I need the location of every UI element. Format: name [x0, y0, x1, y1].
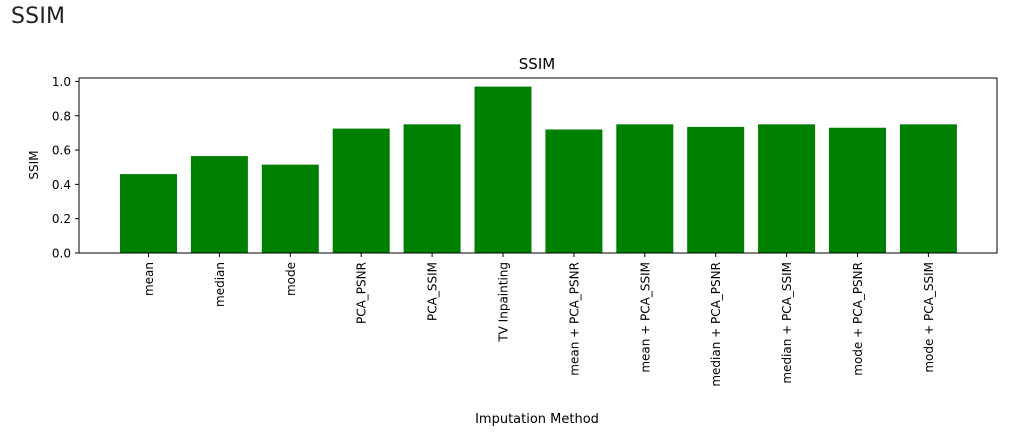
y-tick-label: 0.8	[52, 109, 71, 123]
y-axis-label: SSIM	[27, 150, 41, 179]
bar	[758, 124, 816, 253]
x-tick-label: mean + PCA_SSIM	[638, 262, 652, 373]
axes-frame	[78, 77, 998, 254]
y-tick-label: 0.6	[52, 144, 71, 158]
x-tick-label: median + PCA_PSNR	[709, 262, 723, 387]
x-tick-label: mean	[142, 262, 156, 296]
x-tick-label: mode + PCA_SSIM	[922, 262, 936, 373]
x-tick-label: median	[213, 262, 227, 307]
x-tick-label: mean + PCA_PSNR	[567, 262, 581, 376]
chart-title: SSIM	[519, 55, 555, 73]
x-tick-label: median + PCA_SSIM	[780, 262, 794, 384]
x-tick-label: mode	[284, 262, 298, 296]
y-tick-label: 0.2	[52, 212, 71, 226]
bar	[403, 124, 461, 253]
bar	[474, 86, 532, 253]
x-tick-label: mode + PCA_PSNR	[851, 262, 865, 376]
bar	[120, 174, 177, 253]
x-tick-label: TV Inpainting	[497, 262, 511, 343]
x-tick-label: PCA_PSNR	[355, 262, 369, 324]
y-tick-label: 0.0	[52, 247, 71, 261]
y-tick-label: 0.4	[52, 178, 71, 192]
bar	[687, 126, 745, 253]
bar	[190, 156, 248, 253]
bar	[829, 127, 886, 253]
bar	[899, 124, 957, 253]
bar	[545, 129, 603, 253]
bar	[261, 164, 319, 253]
page-heading: SSIM	[11, 4, 66, 29]
bar	[332, 128, 390, 253]
plot-area: 0.0 0.2 0.4 0.6 0.8 1.0 mean median mode PCA_PSNR…	[52, 75, 998, 387]
x-tick-label: PCA_SSIM	[426, 262, 440, 321]
bar	[616, 124, 674, 253]
y-tick-label: 1.0	[52, 75, 71, 89]
x-axis-label: Imputation Method	[475, 412, 599, 427]
